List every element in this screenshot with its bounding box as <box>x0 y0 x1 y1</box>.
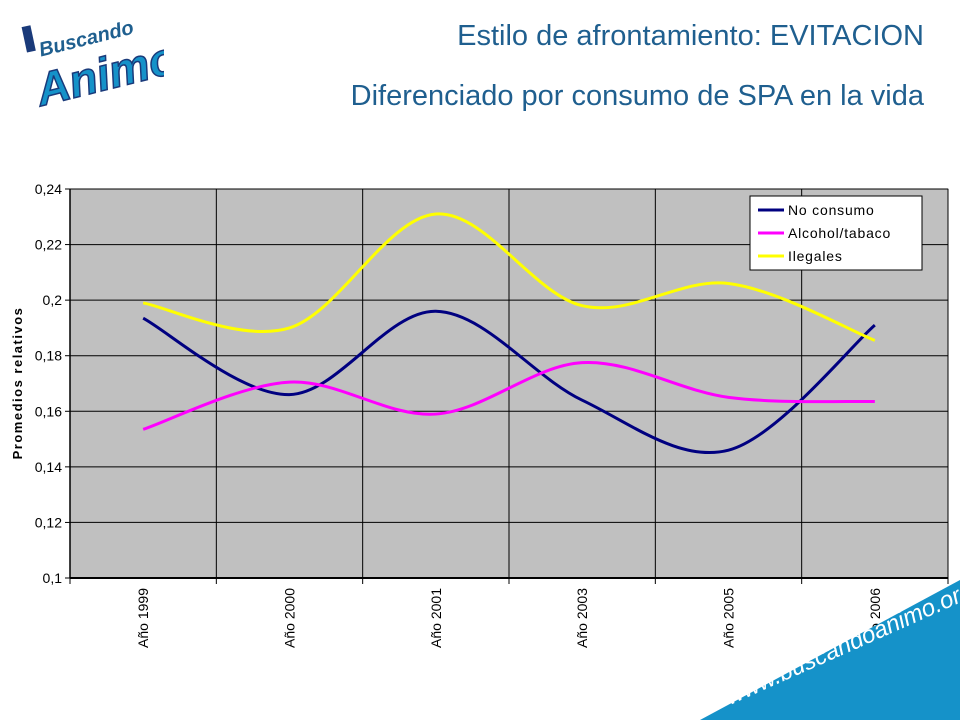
y-tick-label: 0,1 <box>43 570 63 586</box>
legend-label: Alcohol/tabaco <box>788 225 891 241</box>
legend-label: Ilegales <box>788 248 843 264</box>
x-tick-label: Año 2003 <box>574 588 590 648</box>
y-axis-label: Promedios relativos <box>10 307 25 460</box>
y-tick-label: 0,22 <box>35 237 62 253</box>
x-tick-label: Año 2000 <box>282 588 298 648</box>
series-line <box>142 212 876 342</box>
y-axis: 0,1 0,12 0,14 0,16 0,18 0,2 0,22 0,24 <box>35 181 71 586</box>
y-tick-label: 0,14 <box>35 459 62 475</box>
line-chart: 0,10,120,140,160,180,20,220,24 Año 1999 A… <box>10 181 949 648</box>
y-tick-label: 0,24 <box>35 181 62 197</box>
logo-mark-icon <box>21 25 36 53</box>
x-tick-label: Año 2005 <box>721 588 737 648</box>
chart-title: Estilo de afrontamiento: EVITACION <box>457 20 924 52</box>
chart-subtitle: Diferenciado por consumo de SPA en la vi… <box>350 80 924 112</box>
x-axis: Año 1999 Año 2000 Año 2001 Año 2003 Año 2005… <box>69 577 949 648</box>
y-tick-label: 0,12 <box>35 514 62 530</box>
series-lines <box>142 212 876 455</box>
y-tick-label: 0,2 <box>43 292 63 308</box>
series-line <box>142 309 876 455</box>
series-line <box>142 361 875 431</box>
x-tick-label: Año 2001 <box>428 588 444 648</box>
legend-label: No consumo <box>788 202 875 218</box>
y-tick-label: 0,16 <box>35 403 62 419</box>
legend: No consumo Alcohol/tabaco Ilegales <box>749 195 923 271</box>
y-tick-label: 0,18 <box>35 348 62 364</box>
x-tick-label: Año 2006 <box>867 588 883 648</box>
buscando-animo-logo: Buscando Animo <box>21 17 164 108</box>
x-tick-label: Año 1999 <box>135 588 151 648</box>
